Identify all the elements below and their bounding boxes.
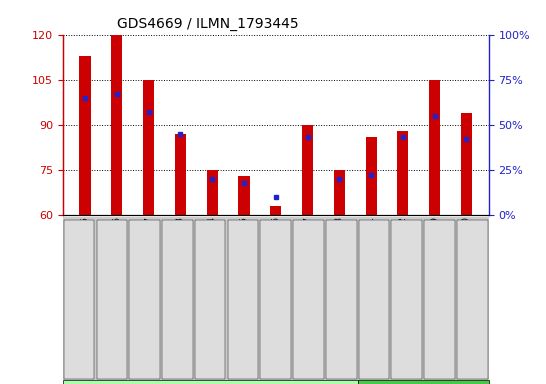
Bar [461, 113, 472, 215]
Bar [206, 170, 218, 215]
Bar [175, 134, 186, 215]
Bar [239, 176, 250, 215]
Bar [429, 80, 440, 215]
Bar [111, 35, 122, 215]
Bar [302, 125, 313, 215]
Bar [80, 56, 91, 215]
Bar [270, 206, 281, 215]
Bar [397, 131, 408, 215]
Text: GDS4669 / ILMN_1793445: GDS4669 / ILMN_1793445 [117, 17, 298, 31]
Bar [143, 80, 154, 215]
Bar [365, 137, 377, 215]
Bar [334, 170, 345, 215]
